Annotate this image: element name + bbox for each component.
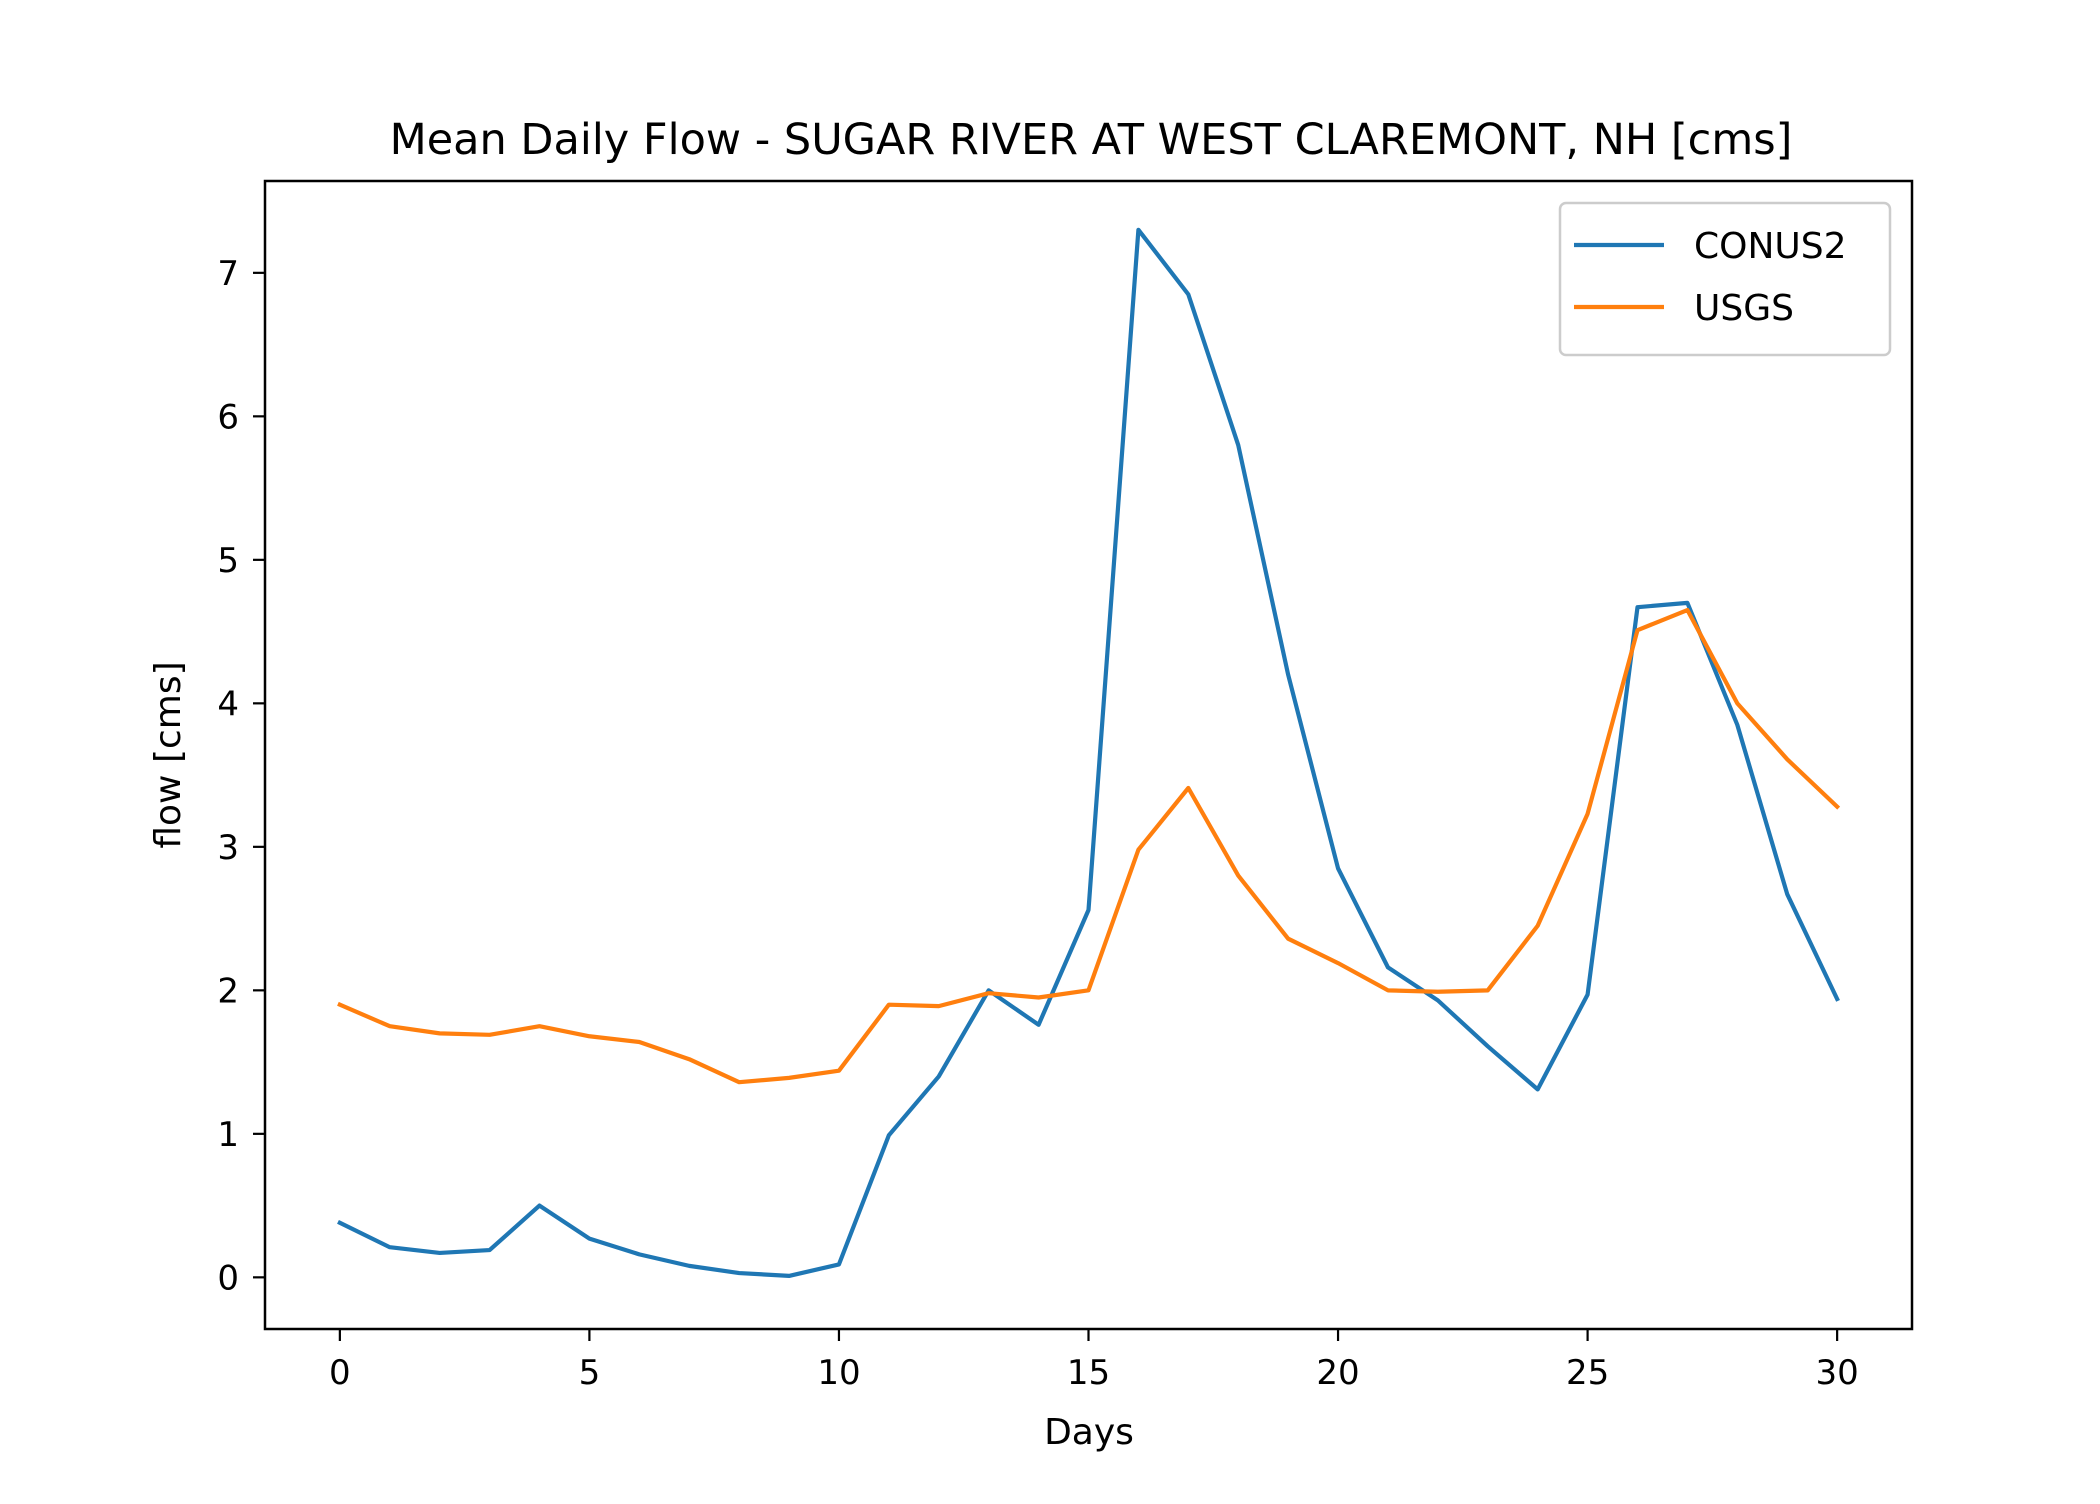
- series-layer: [337, 227, 1841, 1279]
- x-axis: 0 5 10 15 20 25 30: [329, 1329, 1859, 1393]
- x-tick-label: 10: [817, 1353, 860, 1393]
- x-tick-label: 15: [1067, 1353, 1110, 1393]
- y-tick-label: 3: [217, 828, 239, 868]
- y-axis: 0 1 2 3 4 5 6 7: [217, 254, 265, 1298]
- y-tick-label: 4: [217, 684, 239, 724]
- legend-label-conus2: CONUS2: [1694, 226, 1847, 267]
- y-tick-label: 0: [217, 1258, 239, 1298]
- y-tick-label: 2: [217, 971, 239, 1011]
- x-tick-label: 0: [329, 1353, 351, 1393]
- legend-label-usgs: USGS: [1694, 288, 1794, 329]
- series-line-usgs: [337, 607, 1841, 1085]
- y-tick-label: 7: [217, 254, 239, 294]
- x-tick-label: 5: [579, 1353, 601, 1393]
- x-tick-label: 25: [1566, 1353, 1609, 1393]
- y-axis-title: flow [cms]: [148, 661, 189, 848]
- legend-box: [1558, 201, 1892, 357]
- y-tick-label: 1: [217, 1115, 239, 1155]
- x-tick-label: 30: [1816, 1353, 1859, 1393]
- y-tick-label: 5: [217, 541, 239, 581]
- series-line-conus2: [337, 227, 1840, 1279]
- chart-title: Mean Daily Flow - SUGAR RIVER AT WEST CL…: [390, 115, 1793, 165]
- y-tick-label: 6: [217, 397, 239, 437]
- x-axis-title: Days: [1044, 1412, 1134, 1453]
- x-tick-label: 20: [1316, 1353, 1359, 1393]
- legend[interactable]: CONUS2 USGS: [1558, 201, 1892, 357]
